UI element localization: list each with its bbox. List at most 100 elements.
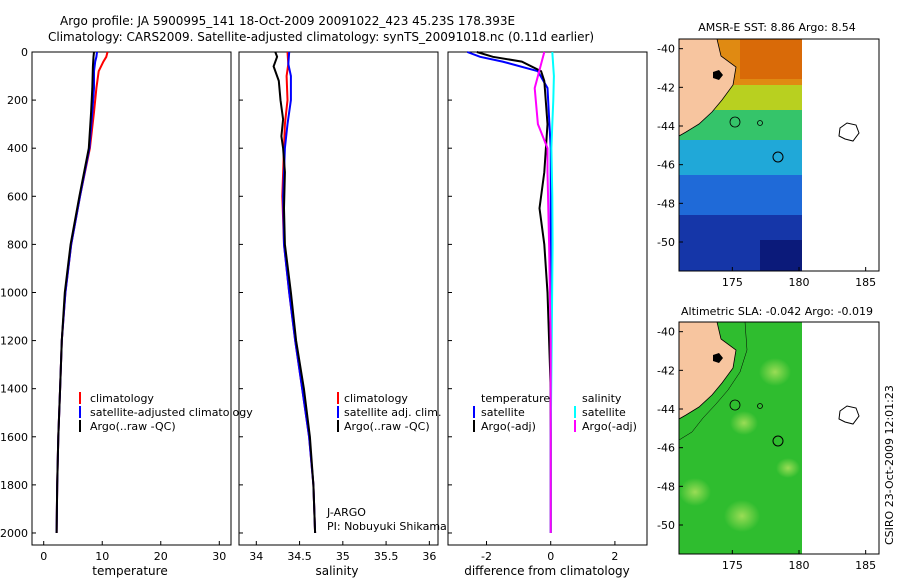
- depth-tick-label: 600: [7, 190, 28, 203]
- sla-no-data: [802, 322, 879, 554]
- depth-tick-label: 400: [7, 142, 28, 155]
- legend-heading-temperature: temperature: [481, 392, 550, 405]
- salinity-series-2-line: [272, 51, 317, 534]
- legend-label-sal-argo: Argo(-adj): [582, 420, 637, 433]
- figure-title-line2: Climatology: CARS2009. Satellite-adjuste…: [48, 30, 595, 44]
- depth-tick-label: 1600: [0, 431, 28, 444]
- sla-island-small: [757, 403, 763, 409]
- legend-label-argo: Argo(..raw -QC): [344, 420, 430, 433]
- sla-chatham-island: [838, 405, 860, 425]
- sla-map-ytick-label: -50: [657, 519, 675, 532]
- sst-map-xtick-label: 180: [789, 276, 810, 289]
- sst-field-cyan: [679, 140, 802, 180]
- depth-tick-label: 200: [7, 94, 28, 107]
- sla-map-xtick-label: 185: [855, 559, 876, 572]
- salinity-axes-box: [238, 51, 439, 546]
- sst-land-new-zealand: [679, 39, 737, 137]
- depth-tick-label: 800: [7, 238, 28, 251]
- sst-map-ytick-label: -44: [657, 120, 675, 133]
- sst-map-title: AMSR-E SST: 8.86 Argo: 8.54: [698, 21, 856, 34]
- sla-land-new-zealand: [679, 322, 737, 420]
- sst-map-ytick-label: -48: [657, 197, 675, 210]
- sla-blob-2: [730, 411, 758, 435]
- sst-field-blue: [679, 175, 802, 220]
- sla-blob-3: [679, 478, 711, 506]
- difference-series-1-line: [476, 51, 552, 533]
- salinity-xlabel: salinity: [315, 564, 358, 578]
- salinity-legend: climatology satellite adj. clim. Argo(..…: [337, 392, 441, 433]
- sst-map-panel: AMSR-E SST: 8.86 Argo: 8.54 175 180 185 -4…: [657, 21, 880, 289]
- sst-island-small: [757, 120, 763, 126]
- annotation-j-argo: J-ARGO: [326, 506, 366, 519]
- figure-title-line1: Argo profile: JA 5900995_141 18-Oct-2009…: [60, 14, 516, 28]
- sla-banks-peninsula: [713, 353, 723, 363]
- sst-map-xtick-label: 175: [722, 276, 743, 289]
- sst-island-bounty: [729, 116, 741, 128]
- sst-map-ytick-label: -46: [657, 159, 675, 172]
- sla-blob-5: [776, 458, 800, 478]
- sla-blob-4: [724, 500, 760, 532]
- difference-axes-box: [447, 51, 648, 546]
- temperature-axes-box: [31, 51, 232, 546]
- annotation-pi-name: PI: Nobuyuki Shikama: [327, 520, 447, 533]
- sst-map-frame: [678, 38, 880, 272]
- sla-map-ytick-label: -40: [657, 326, 675, 339]
- temperature-xtick-label: 0: [40, 550, 47, 563]
- temperature-xtick-label: 20: [154, 550, 168, 563]
- sla-map-ytick-label: -46: [657, 442, 675, 455]
- sla-blob-1: [759, 358, 791, 386]
- legend-label-argo: Argo(..raw -QC): [90, 420, 176, 433]
- difference-legend: temperature satellite Argo(-adj) salinit…: [473, 392, 637, 433]
- temperature-panel: 0 10 20 30 0 200 400 600 800 1000 1200 1400 1600 180…: [0, 46, 253, 578]
- temperature-xtick-label: 10: [95, 550, 109, 563]
- sst-map-xtick-label: 185: [855, 276, 876, 289]
- difference-xtick-label: 0: [547, 550, 554, 563]
- salinity-panel: 34 34.5 35 35.5 36 salinity climatology sate…: [238, 51, 447, 578]
- temperature-xlabel: temperature: [92, 564, 167, 578]
- sla-map-frame: [678, 321, 880, 555]
- sst-field-hot: [740, 39, 802, 79]
- depth-tick-label: 1000: [0, 286, 28, 299]
- legend-label-temp-argo: Argo(-adj): [481, 420, 536, 433]
- legend-label-climatology: climatology: [344, 392, 408, 405]
- temperature-series-2-line: [55, 51, 95, 534]
- legend-label-sal-satellite: satellite: [582, 406, 626, 419]
- depth-tick-label: 1400: [0, 383, 28, 396]
- sla-map-title: Altimetric SLA: -0.042 Argo: -0.019: [681, 305, 873, 318]
- salinity-xtick-label: 35.5: [374, 550, 399, 563]
- depth-tick-label: 2000: [0, 527, 28, 540]
- sst-map-ytick-label: -40: [657, 43, 675, 56]
- depth-tick-label: 1200: [0, 335, 28, 348]
- temperature-xtick-label: 30: [212, 550, 226, 563]
- temperature-legend: climatology satellite-adjusted climatolo…: [79, 392, 253, 433]
- legend-label-climatology: climatology: [90, 392, 154, 405]
- legend-label-satellite: satellite adj. clim.: [344, 406, 441, 419]
- legend-heading-salinity: salinity: [582, 392, 622, 405]
- sla-island-bounty: [729, 399, 741, 411]
- depth-tick-label: 0: [21, 46, 28, 59]
- salinity-xtick-label: 34: [249, 550, 263, 563]
- sla-map-panel: Altimetric SLA: -0.042 Argo: -0.019 175 1…: [657, 305, 880, 572]
- difference-xlabel: difference from climatology: [464, 564, 630, 578]
- sla-map-ytick-label: -44: [657, 403, 675, 416]
- sst-banks-peninsula: [713, 70, 723, 80]
- sla-map-xtick-label: 180: [789, 559, 810, 572]
- sla-shelf-contour: [679, 322, 748, 441]
- depth-tick-label: 1800: [0, 479, 28, 492]
- sst-chatham-island: [838, 122, 860, 142]
- salinity-xtick-label: 35: [336, 550, 350, 563]
- sla-map-ytick-label: -42: [657, 364, 675, 377]
- salinity-xtick-label: 36: [422, 550, 436, 563]
- difference-panel: -2 0 2 difference from climatology tempera…: [447, 51, 648, 578]
- salinity-series-1-line: [282, 51, 317, 534]
- legend-label-temp-satellite: satellite: [481, 406, 525, 419]
- legend-label-satellite: satellite-adjusted climatology: [90, 406, 253, 419]
- salinity-xtick-label: 34.5: [287, 550, 312, 563]
- sst-profile-marker: [772, 151, 784, 163]
- difference-xtick-label: 2: [611, 550, 618, 563]
- sst-map-ytick-label: -42: [657, 81, 675, 94]
- sla-profile-marker: [772, 435, 784, 447]
- sla-map-xtick-label: 175: [722, 559, 743, 572]
- sst-field-navy: [760, 240, 802, 271]
